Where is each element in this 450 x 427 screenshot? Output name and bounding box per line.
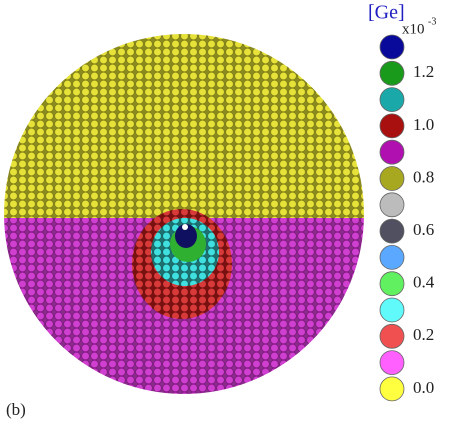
legend-label: 0.4 [413, 273, 435, 292]
legend-label: 0.8 [413, 167, 434, 186]
legend-exponent: -3 [428, 16, 436, 27]
atom-disk [4, 34, 364, 394]
legend-swatch [379, 113, 405, 139]
legend-swatch [379, 139, 405, 165]
legend: [Ge] x10 -3 1.2 1.0 0.8 0.6 0.4 0.2 0.0 [368, 2, 436, 402]
legend-swatch [379, 60, 405, 86]
legend-swatch [379, 192, 405, 218]
legend-title: [Ge] [368, 2, 405, 24]
legend-swatch [379, 87, 405, 112]
legend-label: 1.2 [413, 62, 434, 81]
legend-swatch [379, 271, 405, 297]
legend-swatch [379, 323, 405, 349]
legend-label: 0.2 [413, 325, 434, 344]
legend-swatch [379, 34, 405, 60]
legend-label: 0.0 [413, 378, 434, 397]
legend-multiplier: x10 [402, 21, 425, 37]
legend-swatch [379, 244, 405, 270]
legend-swatch [379, 376, 405, 402]
legend-swatch [379, 218, 405, 244]
legend-swatch [379, 166, 405, 191]
legend-swatch [379, 297, 405, 323]
panel-label: (b) [6, 400, 26, 419]
legend-swatch [379, 350, 405, 376]
legend-label: 1.0 [413, 115, 434, 134]
legend-label: 0.6 [413, 220, 434, 239]
